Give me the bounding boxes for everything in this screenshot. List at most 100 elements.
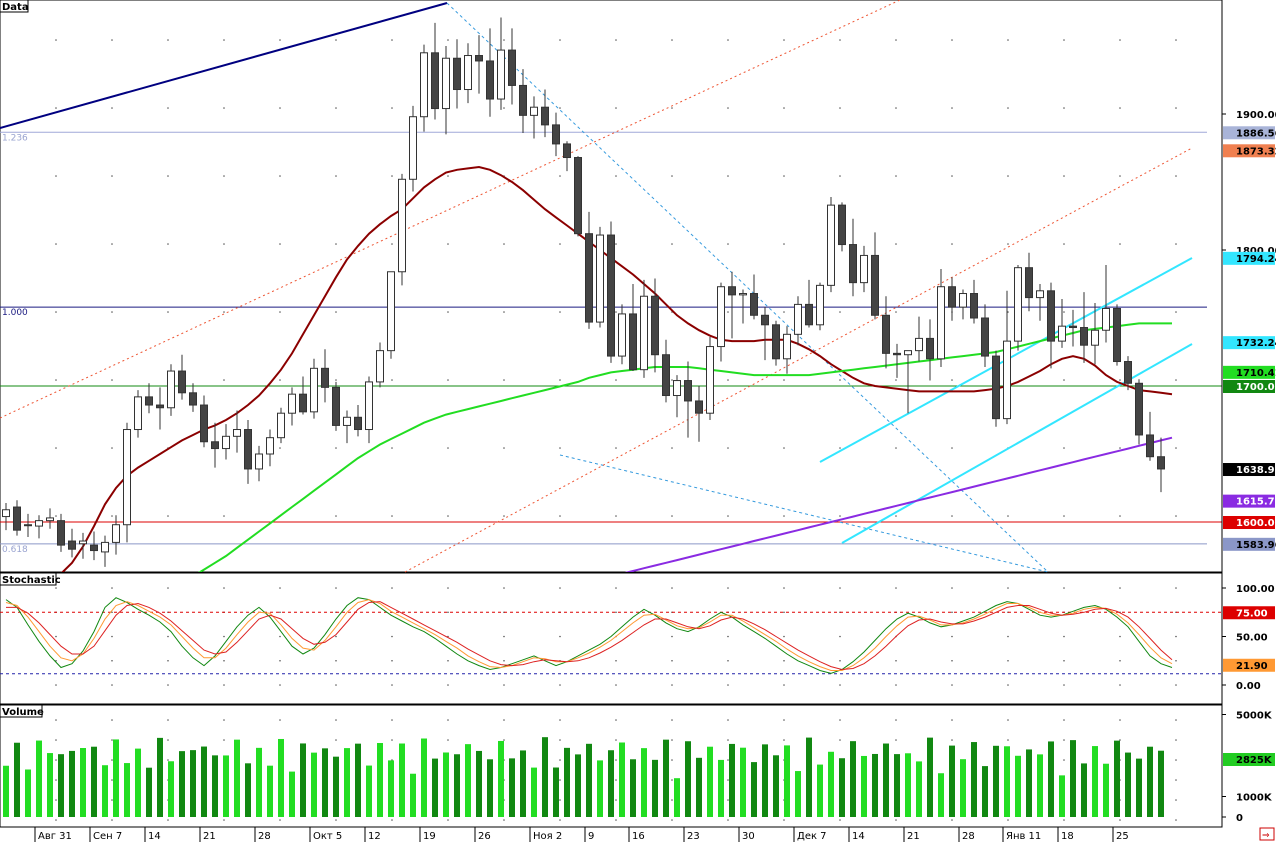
grid-dot bbox=[335, 107, 337, 109]
grid-dot bbox=[1063, 447, 1065, 449]
grid-dot bbox=[671, 739, 673, 741]
axis-tick-label: 0.00 bbox=[1236, 681, 1261, 692]
grid-dot bbox=[111, 739, 113, 741]
grid-dot bbox=[55, 447, 57, 449]
grid-dot bbox=[111, 39, 113, 41]
date-label: 21 bbox=[203, 831, 216, 842]
volume-bar bbox=[487, 759, 493, 817]
candle-body bbox=[178, 370, 186, 394]
grid-dot bbox=[1007, 175, 1009, 177]
grid-dot bbox=[727, 684, 729, 686]
grid-dot bbox=[279, 635, 281, 638]
volume-bar bbox=[982, 766, 988, 817]
grid-dot bbox=[1063, 684, 1065, 686]
grid-dot bbox=[1175, 819, 1177, 821]
grid-dot bbox=[951, 447, 953, 449]
volume-bar bbox=[1015, 755, 1021, 817]
grid-dot bbox=[223, 379, 225, 381]
date-label: Ноя 2 bbox=[533, 831, 562, 842]
grid-dot bbox=[167, 739, 169, 741]
volume-bar bbox=[1136, 758, 1142, 817]
volume-bar bbox=[201, 746, 207, 817]
price-tag bbox=[1223, 658, 1275, 672]
grid-dot bbox=[223, 659, 225, 662]
date-label: 14 bbox=[148, 831, 161, 842]
candle-body bbox=[134, 396, 142, 431]
candle-body bbox=[200, 404, 208, 443]
date-label: 23 bbox=[687, 831, 700, 842]
candle-body bbox=[112, 524, 120, 543]
grid-dot bbox=[783, 719, 785, 721]
grid-dot bbox=[727, 39, 729, 41]
grid-dot bbox=[1175, 243, 1177, 245]
candle-body bbox=[552, 124, 560, 145]
grid-dot bbox=[1175, 447, 1177, 449]
grid-dot bbox=[1063, 759, 1065, 761]
candle-body bbox=[937, 286, 945, 360]
candle-body bbox=[838, 204, 846, 246]
grid-dot bbox=[223, 684, 225, 686]
grid-dot bbox=[951, 659, 953, 662]
candle-body bbox=[442, 57, 450, 110]
grid-dot bbox=[111, 587, 113, 589]
grid-dot bbox=[615, 719, 617, 721]
grid-dot bbox=[951, 611, 953, 614]
candle-body bbox=[860, 254, 868, 284]
candle-body bbox=[57, 520, 65, 546]
price-tag-label: 1600.00 bbox=[1236, 518, 1276, 529]
price-tag-label: 1794.24 bbox=[1236, 254, 1276, 265]
candle-body bbox=[79, 540, 87, 545]
grid-dot bbox=[951, 684, 953, 686]
axis-tick-label: 100.00 bbox=[1236, 584, 1275, 595]
candle-body bbox=[585, 233, 593, 323]
volume-bar bbox=[91, 746, 97, 817]
grid-dot bbox=[111, 799, 113, 801]
grid-dot bbox=[1175, 39, 1177, 41]
grid-dot bbox=[447, 175, 449, 177]
date-label: Окт 5 bbox=[313, 831, 342, 842]
grid-dot bbox=[783, 635, 785, 638]
grid-dot bbox=[1119, 243, 1121, 245]
grid-dot bbox=[1063, 515, 1065, 517]
price-tag bbox=[1223, 463, 1275, 477]
volume-bar bbox=[300, 743, 306, 817]
volume-bar bbox=[531, 767, 537, 817]
grid-dot bbox=[895, 819, 897, 821]
grid-dot bbox=[895, 447, 897, 449]
price-tag-label: 1710.41 bbox=[1236, 368, 1276, 379]
grid-dot bbox=[951, 515, 953, 517]
grid-dot bbox=[727, 311, 729, 313]
date-label: 28 bbox=[962, 831, 975, 842]
grid-dot bbox=[167, 759, 169, 761]
grid-dot bbox=[1007, 719, 1009, 721]
date-label: 16 bbox=[632, 831, 645, 842]
grid-dot bbox=[559, 39, 561, 41]
grid-dot bbox=[1007, 107, 1009, 109]
grid-dot bbox=[671, 635, 673, 638]
grid-dot bbox=[503, 243, 505, 245]
volume-bar bbox=[707, 746, 713, 817]
grid-dot bbox=[503, 719, 505, 721]
grid-dot bbox=[1007, 39, 1009, 41]
grid-dot bbox=[167, 175, 169, 177]
fib-label: 1.000 bbox=[2, 308, 28, 318]
volume-bar bbox=[806, 737, 812, 817]
candle-body bbox=[1014, 267, 1022, 342]
grid-dot bbox=[167, 587, 169, 589]
grid-dot bbox=[391, 175, 393, 177]
volume-bar bbox=[1070, 740, 1076, 817]
grid-dot bbox=[335, 684, 337, 686]
grid-dot bbox=[727, 515, 729, 517]
date-label: Авг 31 bbox=[38, 831, 72, 842]
axis-tick-label: 1000K bbox=[1236, 793, 1273, 804]
grid-dot bbox=[1175, 311, 1177, 313]
grid-dot bbox=[503, 739, 505, 741]
grid-dot bbox=[671, 799, 673, 801]
grid-dot bbox=[1175, 587, 1177, 589]
grid-dot bbox=[783, 587, 785, 589]
grid-dot bbox=[671, 719, 673, 721]
scroll-to-end-button[interactable]: ⇒ bbox=[1259, 827, 1275, 841]
volume-bar bbox=[322, 748, 328, 817]
grid-dot bbox=[1119, 819, 1121, 821]
grid-dot bbox=[1175, 739, 1177, 741]
